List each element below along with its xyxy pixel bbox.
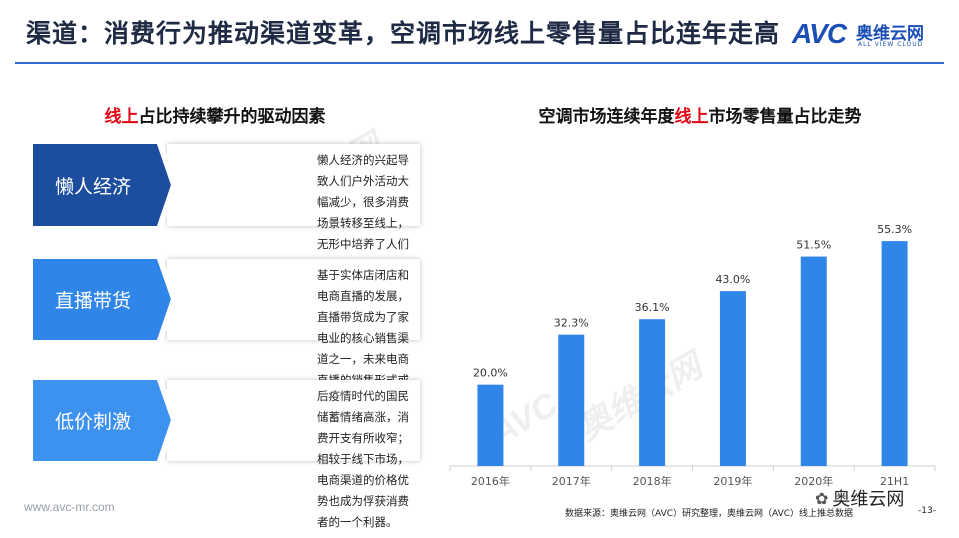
online-share-bar-chart: 20.0% 2016年 32.3% 2017年 36.1% 2018年 43.0% 2019年… [449,223,936,488]
bar-2019年 [719,291,746,466]
chart-heading: 空调市场连续年度线上市场零售量占比走势 [470,102,930,127]
page-title: 渠道：消费行为推动渠道变革，空调市场线上零售量占比连年走高 [26,19,781,48]
chart-heading-post: 市场零售量占比走势 [708,107,862,127]
bar-value-label: 51.5% [796,239,831,252]
driver-box: 懒人经济的兴起导致人们户外活动大幅减少，很多消费场景转移至线上，无形中培养了人们… [167,144,420,314]
logo-cn: 奥维云网 [856,24,924,44]
bar-value-label: 55.3% [877,223,912,236]
bar-2017年 [558,334,585,466]
x-tick-label: 21H1 [880,475,909,488]
bar-value-label: 32.3% [554,317,589,330]
driver-label: 懒人经济 [33,144,153,226]
driver-box: 后疫情时代的国民储蓄情绪高涨，消费开支有所收窄；相较于线下市场，电商渠道的价格优… [167,380,420,529]
wechat-account: 奥维云网 [832,489,905,510]
logo-mark: AVC [792,18,847,49]
logo-en: ALL VIEW CLOUD [858,41,924,48]
x-tick-label: 2020年 [794,474,833,488]
bar-21H1 [881,241,908,466]
driver-card-lazy-economy: 懒人经济 懒人经济的兴起导致人们户外活动大幅减少，很多消费场景转移至线上，无形中… [33,144,420,314]
drivers-heading: 线上占比持续攀升的驱动因素 [0,102,430,127]
driver-label: 直播带货 [33,259,153,340]
driver-box: 基于实体店闭店和电商直播的发展，直播带货成为了家电业的核心销售渠道之一，未来电商… [167,259,420,408]
chart-heading-highlight: 线上 [674,107,709,127]
page-number: -13- [918,506,936,516]
chevron-right-icon [151,380,177,461]
bar-value-label: 43.0% [715,273,750,286]
bar-2016年 [477,384,504,466]
driver-label: 低价刺激 [33,380,153,461]
wechat-icon: ✿ [815,488,829,508]
x-tick-label: 2017年 [552,474,591,488]
driver-card-low-price: 低价刺激 后疫情时代的国民储蓄情绪高涨，消费开支有所收窄；相较于线下市场，电商渠… [33,380,420,529]
chart-heading-pre: 空调市场连续年度 [538,107,675,127]
brand-logo: AVC 奥维云网 ALL VIEW CLOUD [792,16,952,56]
data-source-note: 数据来源：奥维云网（AVC）研究整理，奥维云网（AVC）线上推总数据 [565,509,854,519]
x-tick-label: 2019年 [713,474,752,488]
chevron-right-icon [151,144,177,226]
wechat-badge: ✿ 奥维云网 [815,485,904,511]
bar-value-label: 20.0% [473,367,508,380]
driver-card-live-commerce: 直播带货 基于实体店闭店和电商直播的发展，直播带货成为了家电业的核心销售渠道之一… [33,259,420,408]
title-divider [15,62,944,64]
bar-2018年 [639,319,666,466]
chevron-right-icon [151,259,177,340]
footer-url: www.avc-mr.com [24,500,115,514]
x-tick-label: 2016年 [471,474,510,488]
bar-2020年 [800,256,827,466]
drivers-heading-text: 占比持续攀升的驱动因素 [138,107,326,127]
bar-value-label: 36.1% [635,301,670,314]
driver-text: 后疫情时代的国民储蓄情绪高涨，消费开支有所收窄；相较于线下市场，电商渠道的价格优… [317,389,409,529]
drivers-heading-highlight: 线上 [104,107,139,127]
x-tick-label: 2018年 [633,474,672,488]
